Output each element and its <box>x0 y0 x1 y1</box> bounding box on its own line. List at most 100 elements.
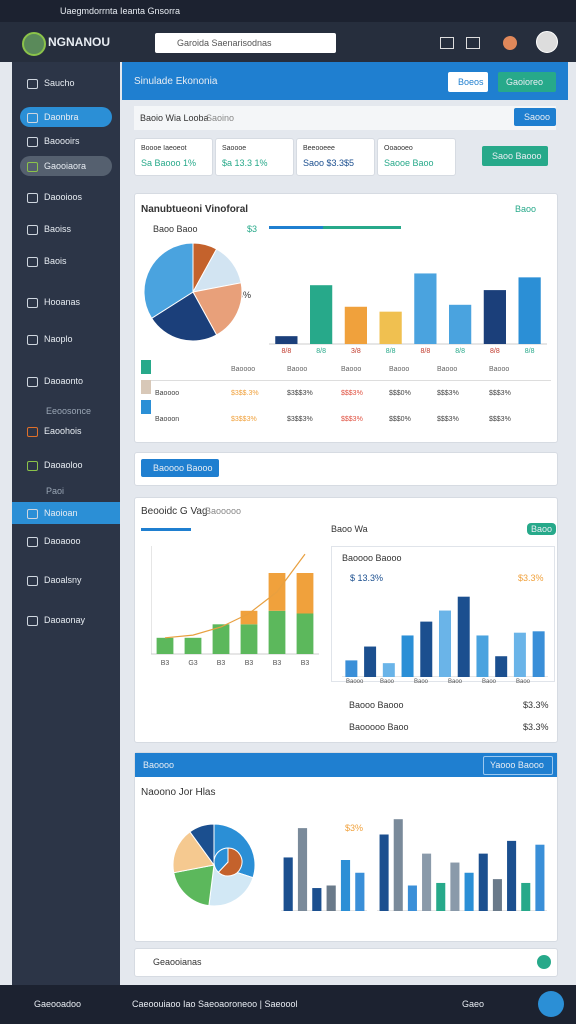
nav-icon[interactable] <box>27 162 38 172</box>
bar <box>393 819 403 911</box>
nav-icon[interactable] <box>27 537 38 547</box>
panel: Beooidc G Vag Baooooo Baoo Wa Baoo B3 G3 B… <box>134 497 558 743</box>
bar <box>297 828 308 911</box>
fab[interactable] <box>538 991 564 1017</box>
bar <box>407 885 417 911</box>
nav-icon[interactable] <box>27 298 38 308</box>
bar-segment <box>240 610 258 625</box>
button[interactable]: Gaoioreo <box>498 72 556 92</box>
nav-item[interactable]: Daoalsny <box>44 575 82 585</box>
nav-icon[interactable] <box>27 509 38 519</box>
icon[interactable] <box>440 37 454 49</box>
stat-card: Saoooe $a 13.3 1% <box>215 138 294 176</box>
nav-item[interactable]: Naoplo <box>44 334 73 344</box>
nav-icon[interactable] <box>27 461 38 471</box>
footer: Gaeooadoo Caeoouiaoo Iao Saeoaoroneoo | … <box>0 985 576 1024</box>
nav-item[interactable]: Naoioan <box>44 508 78 518</box>
table-cell: $$$0% <box>389 416 411 423</box>
link[interactable]: Saoino <box>206 113 235 123</box>
icon[interactable] <box>503 36 517 50</box>
tab[interactable]: Baoio Wia Looba <box>140 113 209 123</box>
nav-icon[interactable] <box>27 427 38 437</box>
nav-item[interactable]: Daoaonay <box>44 615 86 625</box>
stat-value: Sa Baooo 1% <box>141 158 197 168</box>
nav-icon[interactable] <box>27 616 38 626</box>
table-cell: $3$$.3% <box>231 390 259 397</box>
table-cell: $$$3% <box>489 390 511 397</box>
button-label: Saoo Baooo <box>492 151 542 161</box>
nav-item[interactable]: Daoaooo <box>44 536 81 546</box>
table-cell: $$$3% <box>341 390 363 397</box>
status-bar: Uaegmdorrnta Ieanta Gnsorra <box>0 0 576 22</box>
bar <box>439 610 451 677</box>
table-rule <box>141 380 551 381</box>
nav-icon[interactable] <box>27 377 38 387</box>
nav-item[interactable]: Baoiss <box>44 224 72 234</box>
bar <box>355 872 365 911</box>
bar <box>414 273 437 344</box>
pie-chart <box>213 847 243 877</box>
pie-slice <box>189 823 215 867</box>
table-cell: $$$0% <box>389 390 411 397</box>
nav-item[interactable]: Daonbra <box>44 112 79 122</box>
x-tick-label: Baoo <box>414 679 429 685</box>
nav-item[interactable]: Saucho <box>44 78 75 88</box>
footer-value: $3.3% <box>523 722 549 732</box>
bar-segment <box>184 637 202 654</box>
button-label: Saooo <box>524 112 551 122</box>
nav-icon[interactable] <box>27 335 38 345</box>
bar <box>518 277 541 344</box>
nav-icon[interactable] <box>27 193 38 203</box>
dropdown[interactable]: Yaooo Baooo <box>483 756 553 775</box>
icon[interactable] <box>466 37 480 49</box>
stacked-chart: B3 G3 B3 B3 B3 B3 <box>151 546 319 667</box>
bar <box>492 879 502 911</box>
nav-icon[interactable] <box>27 225 38 235</box>
pie-slice <box>213 847 229 873</box>
nav-icon[interactable] <box>27 79 38 89</box>
panel: Baoooo Yaooo Baooo Naoono Jor Hlas $3% <box>134 752 558 942</box>
nav-sub[interactable]: Paoi <box>46 486 65 496</box>
line <box>164 553 306 639</box>
x-tick-label: Baoo <box>516 679 531 685</box>
button[interactable]: Saooo <box>514 108 556 126</box>
progress <box>269 226 401 229</box>
stat-button[interactable]: Saoo Baooo <box>482 146 548 166</box>
nav-item[interactable]: Gaooiaora <box>44 161 87 171</box>
x-tick-label: 8/8 <box>421 348 431 355</box>
panel-subtitle: Baooooo <box>205 506 242 516</box>
x-tick-label: B3 <box>161 660 170 667</box>
nav-icon[interactable] <box>27 137 38 147</box>
nav-sub[interactable]: Eeoosonce <box>46 406 92 416</box>
table-cell: $$$3% <box>489 416 511 423</box>
nav-item[interactable]: Hooanas <box>44 297 81 307</box>
nav-item[interactable]: Daoaoloo <box>44 460 83 470</box>
x-tick-label: 8/8 <box>386 348 396 355</box>
nav-item[interactable]: Baoooirs <box>44 136 80 146</box>
nav-icon[interactable] <box>27 576 38 586</box>
table-header: Baooo <box>489 366 510 373</box>
icon[interactable] <box>537 955 551 969</box>
x-tick-label: 8/8 <box>316 348 326 355</box>
button-label: Boeos <box>458 77 484 87</box>
nav-item[interactable]: Daoaonto <box>44 376 84 386</box>
nav-icon[interactable] <box>27 113 38 123</box>
table-cell: $3$$3% <box>287 416 313 423</box>
nav-item[interactable]: Eaoohois <box>44 426 82 436</box>
x-tick-label: Baoo <box>482 679 497 685</box>
bar-chart <box>377 819 547 911</box>
avatar[interactable] <box>536 31 558 53</box>
nav-icon[interactable] <box>27 257 38 267</box>
pie-slice <box>208 864 254 907</box>
search-box[interactable]: Garoida Saenarisodnas <box>155 33 336 53</box>
logo[interactable] <box>22 32 46 56</box>
pie-slice <box>172 831 215 874</box>
button[interactable]: Baoooo Baooo <box>141 459 219 477</box>
bar-chart <box>281 828 367 911</box>
button[interactable]: Boeos <box>448 72 488 92</box>
nav-item[interactable]: Baois <box>44 256 67 266</box>
nav-item[interactable]: Daooioos <box>44 192 83 202</box>
progress <box>269 226 323 229</box>
table-cell: $$$3% <box>437 390 459 397</box>
bar <box>476 635 489 677</box>
